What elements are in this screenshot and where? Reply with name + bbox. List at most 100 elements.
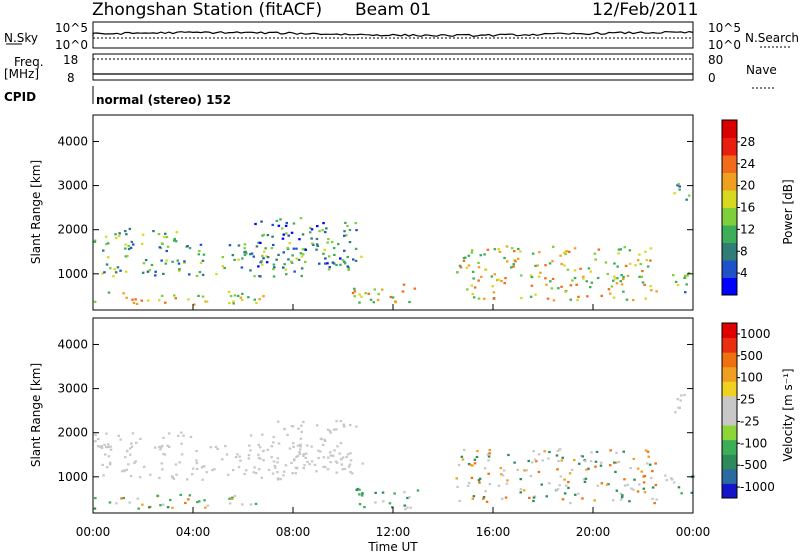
velocity-echo-cell (334, 460, 338, 463)
velocity-echo-cell (477, 479, 481, 482)
power-echo-cell (199, 261, 203, 264)
velocity-echo-cell (332, 428, 336, 431)
power-echo-cell (279, 218, 282, 221)
velocity-echo-cell (134, 460, 137, 463)
velocity-echo-cell (272, 435, 275, 438)
velocity-echo-cell (293, 458, 296, 461)
velocity-echo-cell (615, 451, 618, 454)
velocity-echo-cell (642, 481, 646, 484)
velocity-colorbar-label: -1000 (740, 480, 775, 494)
power-echo-cell (650, 289, 653, 292)
velocity-echo-cell (149, 473, 152, 476)
velocity-echo-cell (234, 456, 238, 459)
velocity-echo-cell (476, 450, 479, 453)
velocity-echo-cell (257, 443, 260, 446)
velocity-echo-cell (623, 478, 626, 481)
velocity-ylabel: Slant Range [km] (29, 363, 43, 467)
power-echo-cell (150, 263, 154, 267)
power-echo-cell (107, 291, 111, 294)
power-echo-cell (176, 259, 179, 262)
velocity-echo-cell (163, 453, 167, 456)
velocity-echo-cell (130, 445, 134, 448)
velocity-echo-cell (558, 484, 561, 487)
power-echo-cell (93, 300, 97, 303)
velocity-echo-cell (343, 467, 346, 471)
velocity-echo-cell (159, 504, 162, 507)
velocity-echo-cell (304, 456, 307, 459)
velocity-echo-cell (109, 445, 112, 448)
velocity-colorbar: 1000 500 100 25 -25 -100 -500 -1000 (721, 322, 775, 499)
power-echo-cell (529, 274, 533, 277)
power-echo-cell (467, 254, 471, 257)
power-echo-cell (175, 231, 179, 234)
velocity-echo-cell (292, 442, 295, 445)
velocity-echo-cell (589, 460, 593, 463)
power-echo-cell (358, 293, 361, 296)
velocity-echo-cell (335, 471, 338, 474)
velocity-echo-cell (323, 438, 326, 441)
velocity-echo-cell (253, 466, 256, 469)
velocity-echo-cell (528, 496, 531, 499)
power-echo-cell (257, 265, 260, 268)
power-echo-cell (284, 268, 288, 271)
xtick-label: 08:00 (276, 525, 311, 539)
velocity-echo-cell (206, 504, 210, 507)
beam-label: Beam 01 (355, 0, 432, 20)
velocity-echo-cell (361, 462, 364, 465)
power-echo-cell (275, 219, 279, 222)
power-echo-cell (505, 245, 509, 248)
velocity-echo-cell (501, 474, 505, 477)
power-echo-cell (619, 248, 622, 251)
power-echo-cell (348, 241, 352, 244)
power-echo-cell (497, 278, 500, 281)
power-echo-cell (600, 294, 603, 297)
power-echo-cell (373, 288, 376, 291)
power-echo-cell (260, 220, 263, 223)
velocity-echo-cell (299, 443, 302, 446)
power-echo-cell (607, 288, 611, 291)
power-colorbar-swatch (722, 277, 737, 296)
velocity-echo-cell (171, 476, 175, 479)
velocity-echo-cell (391, 506, 394, 509)
power-echo-cell (128, 227, 132, 230)
power-echo-cell (250, 252, 254, 255)
velocity-colorbar-label: 100 (740, 371, 763, 385)
velocity-ytick-label: 3000 (57, 382, 88, 396)
velocity-echo-cell (466, 484, 470, 487)
velocity-echo-cell (590, 451, 593, 454)
power-echo-cell (188, 247, 192, 250)
power-echo-cell (564, 250, 567, 253)
velocity-echo-cell (570, 468, 574, 471)
power-echo-cell (195, 274, 199, 278)
power-ytick-label: 1000 (57, 267, 88, 281)
power-echo-cell (459, 266, 463, 269)
power-echo-cell (632, 299, 635, 302)
velocity-echo-cell (522, 489, 526, 492)
power-echo-cell (360, 295, 363, 298)
velocity-echo-cell (345, 455, 348, 459)
power-echo-cell (125, 270, 128, 273)
velocity-echo-cell (186, 478, 189, 481)
velocity-echo-cell (172, 477, 176, 480)
power-echo-cell (125, 296, 128, 299)
power-echo-cell (114, 236, 118, 239)
velocity-echo-cell (315, 470, 318, 473)
power-echo-cell (105, 243, 108, 246)
velocity-echo-cell (290, 425, 294, 428)
power-echo-cell (104, 235, 108, 238)
power-echo-cell (529, 295, 533, 298)
velocity-echo-cell (244, 469, 248, 472)
power-echo-cell (582, 275, 585, 278)
velocity-echo-cell (272, 460, 276, 463)
power-echo-cell (323, 248, 326, 251)
power-echo-cell (127, 248, 131, 251)
power-echo-cell (114, 271, 118, 274)
velocity-echo-cell (161, 468, 164, 471)
velocity-echo-cell (326, 468, 330, 471)
velocity-colorbar-label: 1000 (740, 327, 771, 341)
power-echo-cell (655, 290, 658, 293)
velocity-echo-cell (326, 428, 330, 431)
velocity-echo-cell (642, 487, 646, 490)
xtick-label: 00:00 (676, 525, 711, 539)
power-echo-cell (241, 298, 244, 301)
